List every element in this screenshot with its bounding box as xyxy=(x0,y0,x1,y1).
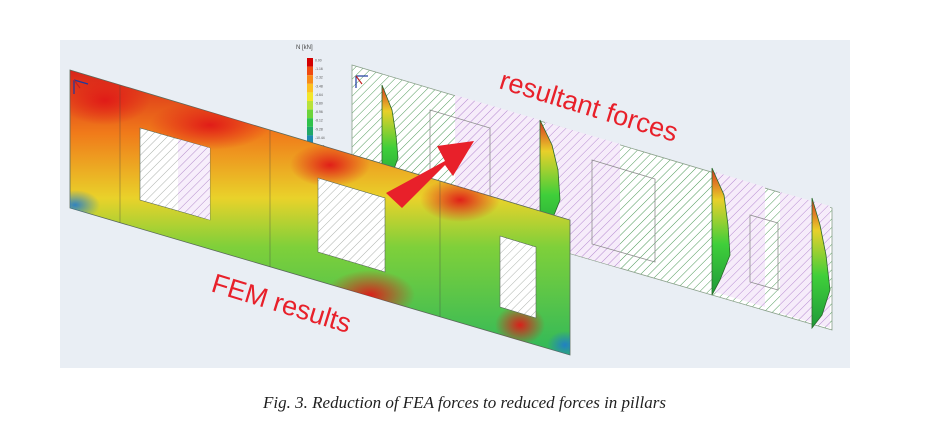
figure-caption: Fig. 3. Reduction of FEA forces to reduc… xyxy=(263,393,666,412)
legend-tick-label: -4.64 xyxy=(315,93,323,97)
legend-tick-label: -3.48 xyxy=(315,84,323,88)
legend-tick-label: -6.96 xyxy=(315,110,323,114)
pillar-diagram-4 xyxy=(811,197,831,330)
legend-swatch xyxy=(307,66,313,76)
legend-swatch xyxy=(307,83,313,93)
legend-swatch xyxy=(307,101,313,110)
pillar-diagram-3 xyxy=(711,167,731,296)
axis-icon-left xyxy=(73,79,89,94)
legend-tick-label: 0.00 xyxy=(315,59,322,63)
legend-tick-label: -8.12 xyxy=(315,119,323,123)
legend-title: N [kN] xyxy=(296,45,313,51)
legend-swatch xyxy=(307,126,313,136)
legend-tick-label: -10.44 xyxy=(315,136,325,140)
transition-arrow xyxy=(386,141,474,208)
figure-image: N [kN] 0.00 -1.16 -2.32 -3.48 -4.64 -5.80 -6.9… xyxy=(60,40,850,368)
legend-swatch xyxy=(307,92,313,101)
legend-tick-label: -5.80 xyxy=(315,102,323,106)
legend-swatch xyxy=(307,58,313,67)
legend: N [kN] 0.00 -1.16 -2.32 -3.48 -4.64 -5.80 -6.9… xyxy=(296,45,325,153)
legend-swatch xyxy=(307,135,313,144)
opening-2 xyxy=(317,177,386,273)
axis-icon-right xyxy=(355,75,368,88)
legend-tick-label: -1.16 xyxy=(315,67,323,71)
legend-tick-label: -9.28 xyxy=(315,127,323,131)
legend-swatch xyxy=(307,75,313,84)
legend-tick-label: -2.32 xyxy=(315,76,323,80)
legend-swatch xyxy=(307,109,313,119)
opening-3 xyxy=(499,235,537,319)
legend-swatch xyxy=(307,118,313,127)
fem-results-panel xyxy=(69,69,571,356)
